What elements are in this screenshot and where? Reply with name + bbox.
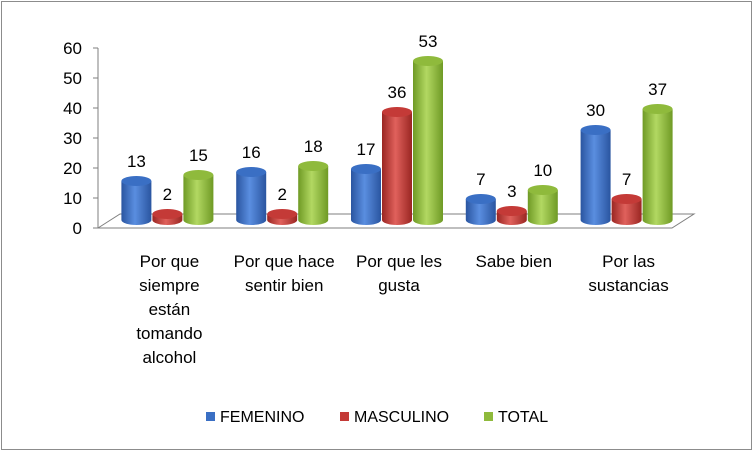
bar-cap-masculino-2 <box>382 107 412 117</box>
bar-cap-total-3 <box>527 185 558 195</box>
bar-cap-masculino-3 <box>496 206 527 216</box>
bar-femenino-2 <box>351 169 381 225</box>
y-tick-label: 0 <box>73 219 82 238</box>
data-label-masculino-4: 7 <box>622 170 631 189</box>
data-label-masculino-0: 2 <box>163 185 172 204</box>
bar-masculino-2 <box>382 112 412 225</box>
category-label-4: Por las sustancias <box>588 252 668 295</box>
data-label-masculino-3: 3 <box>507 182 516 201</box>
legend: FEMENINO MASCULINO TOTAL <box>206 409 548 426</box>
bar-femenino-1 <box>236 172 267 225</box>
data-label-total-1: 18 <box>304 137 323 156</box>
data-label-femenino-1: 16 <box>242 143 261 162</box>
bar-cap-femenino-1 <box>236 167 267 177</box>
legend-label-total: TOTAL <box>498 409 548 426</box>
bar-cap-masculino-1 <box>267 209 298 219</box>
category-label-1: Por que hace sentir bien <box>234 252 335 295</box>
bar-cap-masculino-0 <box>152 209 183 219</box>
data-labels: 13 2 15 16 2 18 17 36 53 7 3 10 30 7 37 <box>127 32 667 204</box>
bar-cap-femenino-3 <box>465 194 496 204</box>
legend-label-masculino: MASCULINO <box>354 409 449 426</box>
category-labels: Por que siempre están tomando alcohol Por que… <box>136 252 668 367</box>
data-label-total-4: 37 <box>648 80 667 99</box>
data-label-total-3: 10 <box>533 161 552 180</box>
bar-cap-total-1 <box>298 161 329 171</box>
y-tick-label: 20 <box>63 159 82 178</box>
y-tick-label: 50 <box>63 69 82 88</box>
legend-swatch-femenino <box>206 412 215 421</box>
bar-total-3 <box>527 190 558 225</box>
bar-total-2 <box>413 61 443 225</box>
category-label-0: Por que siempre están tomando alcohol <box>136 252 202 367</box>
bar-cap-total-2 <box>413 56 443 66</box>
data-label-femenino-4: 30 <box>586 101 605 120</box>
bar-total-4 <box>642 109 673 225</box>
data-label-total-2: 53 <box>419 32 438 51</box>
bar-cap-femenino-2 <box>351 164 381 174</box>
y-tick-label: 40 <box>63 99 82 118</box>
data-label-total-0: 15 <box>189 146 208 165</box>
y-tick-label: 30 <box>63 129 82 148</box>
bar-cap-femenino-4 <box>580 125 611 135</box>
y-tick-label: 10 <box>63 189 82 208</box>
data-label-masculino-1: 2 <box>277 185 286 204</box>
bar-cap-total-4 <box>642 104 673 114</box>
category-label-2: Por que les gusta <box>356 252 442 295</box>
bar-cap-femenino-0 <box>121 176 152 186</box>
bar-total-1 <box>298 166 329 225</box>
bar-femenino-0 <box>121 181 152 225</box>
bar-cap-masculino-4 <box>611 194 642 204</box>
bar-femenino-3 <box>465 199 496 225</box>
data-label-femenino-2: 17 <box>357 140 376 159</box>
bar-total-0 <box>183 175 214 225</box>
data-label-masculino-2: 36 <box>388 83 407 102</box>
legend-label-femenino: FEMENINO <box>220 409 304 426</box>
data-label-femenino-3: 7 <box>476 170 485 189</box>
legend-swatch-total <box>484 412 493 421</box>
data-label-femenino-0: 13 <box>127 152 146 171</box>
category-label-3: Sabe bien <box>476 252 553 271</box>
bar-cap-total-0 <box>183 170 214 180</box>
bar-femenino-4 <box>580 130 611 225</box>
y-tick-label: 60 <box>63 39 82 58</box>
legend-swatch-masculino <box>340 412 349 421</box>
bar-masculino-4 <box>611 199 642 225</box>
bars <box>121 56 673 225</box>
